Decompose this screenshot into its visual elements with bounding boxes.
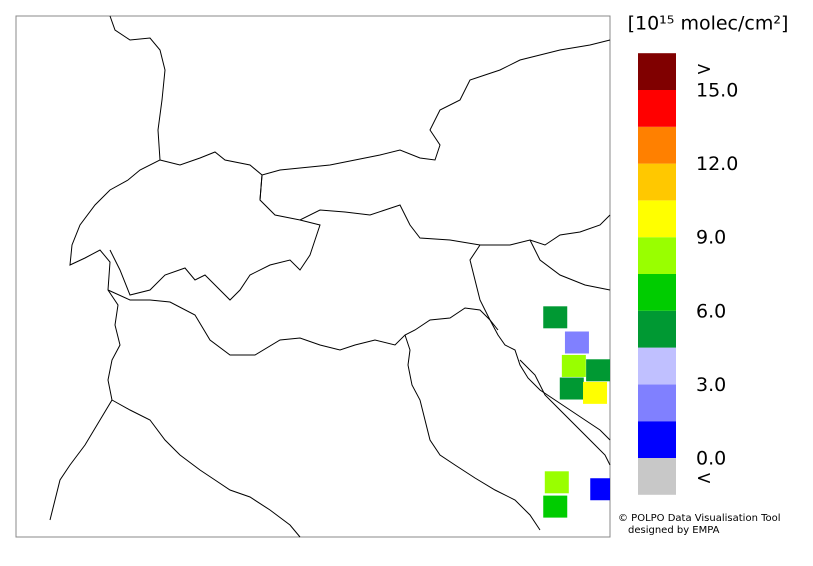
colorbar-tick-label: 9.0 (696, 227, 726, 249)
colorbar-tick-label: 15.0 (696, 80, 738, 102)
colorbar-segment (638, 163, 676, 201)
country-borders (49, 15, 611, 538)
colorbar-unit: [10¹⁵ molec/cm²] (628, 13, 789, 35)
colorbar-segment (638, 237, 676, 274)
colorbar-segment (638, 126, 676, 164)
colorbar-tick-label: 6.0 (696, 300, 726, 322)
data-cell (586, 359, 610, 382)
colorbar-tick-label: 12.0 (696, 153, 738, 175)
data-cell (590, 478, 610, 501)
colorbar-segment (638, 90, 676, 127)
data-cell (544, 471, 569, 494)
data-cell (561, 354, 586, 377)
data-cells (543, 306, 610, 518)
colorbar-segment (638, 274, 676, 311)
map-frame (15, 15, 611, 538)
data-cell (543, 495, 568, 518)
colorbar-under-label: < (696, 467, 712, 489)
credit-line: © POLPO Data Visualisation Tool (618, 513, 781, 524)
colorbar-tick-label: 0.0 (696, 448, 726, 470)
colorbar: [10¹⁵ molec/cm²] 0.0 3.0 6.0 9.0 12.0 15.0> < (628, 13, 789, 495)
colorbar-under (638, 458, 676, 495)
data-cell (564, 331, 589, 354)
colorbar-segment (638, 421, 676, 458)
data-cell (543, 306, 568, 329)
map-area (15, 15, 611, 538)
data-cell (559, 377, 584, 400)
credit-line: designed by EMPA (628, 525, 720, 536)
colorbar-segment (638, 200, 676, 238)
colorbar-segment (638, 310, 676, 348)
colorbar-over-label: > (696, 58, 712, 80)
colorbar-segment (638, 347, 676, 385)
colorbar-tick-label: 3.0 (696, 374, 726, 396)
data-cell (583, 381, 608, 404)
colorbar-over (638, 53, 676, 90)
colorbar-segment (638, 384, 676, 422)
